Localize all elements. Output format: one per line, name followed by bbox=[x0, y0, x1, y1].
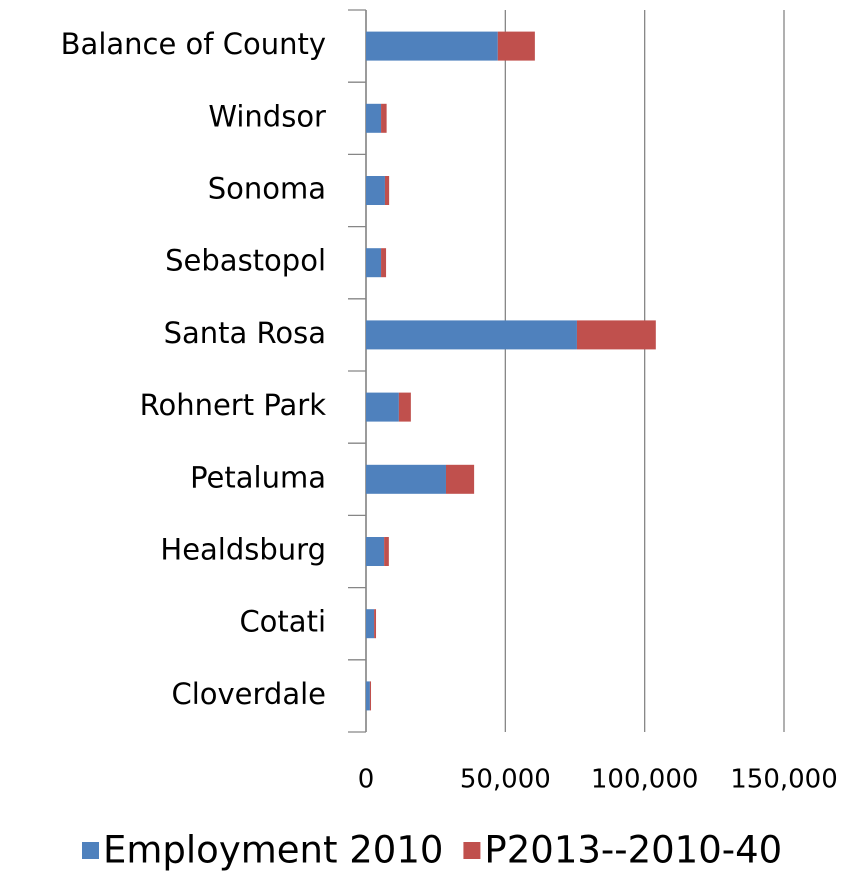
x-tick-label: 0 bbox=[358, 765, 375, 795]
y-tick-label: Santa Rosa bbox=[164, 316, 326, 350]
y-tick-label: Healdsburg bbox=[160, 533, 326, 567]
y-tick-label: Sebastopol bbox=[165, 244, 326, 278]
bar-segment bbox=[366, 609, 375, 639]
legend-swatch bbox=[82, 842, 99, 859]
bar-segment bbox=[366, 103, 382, 133]
bar-segment bbox=[366, 464, 446, 494]
legend-label: P2013--2010-40 bbox=[484, 829, 782, 872]
legend-label: Employment 2010 bbox=[103, 829, 443, 872]
x-tick-label: 150,000 bbox=[730, 765, 838, 795]
bar-segment bbox=[366, 681, 370, 711]
bar-segment bbox=[366, 320, 577, 350]
y-tick-label: Cotati bbox=[239, 605, 326, 639]
bar-segment bbox=[445, 464, 475, 494]
bar-segment bbox=[398, 392, 411, 422]
bar-segment bbox=[366, 537, 385, 566]
bar-segment bbox=[384, 176, 390, 205]
bar-segment bbox=[576, 320, 656, 350]
bar-segment bbox=[374, 609, 377, 639]
y-tick-label: Cloverdale bbox=[171, 677, 326, 711]
bar-segment bbox=[497, 31, 535, 61]
y-tick-label: Balance of County bbox=[61, 27, 326, 61]
bar-segment bbox=[384, 537, 389, 566]
y-tick-label: Petaluma bbox=[190, 460, 326, 494]
bar-segment bbox=[381, 103, 387, 133]
x-tick-label: 50,000 bbox=[460, 765, 551, 795]
y-tick-label: Sonoma bbox=[208, 172, 326, 206]
bar-segment bbox=[381, 248, 387, 278]
bar-segment bbox=[366, 392, 399, 422]
bar-segment bbox=[366, 248, 382, 278]
y-tick-label: Rohnert Park bbox=[140, 388, 327, 422]
x-tick-label: 100,000 bbox=[591, 765, 699, 795]
bar-segment bbox=[369, 681, 372, 711]
bar-segment bbox=[366, 176, 385, 205]
y-tick-label: Windsor bbox=[208, 99, 326, 133]
bar-segment bbox=[366, 31, 498, 61]
legend-swatch bbox=[463, 842, 481, 859]
